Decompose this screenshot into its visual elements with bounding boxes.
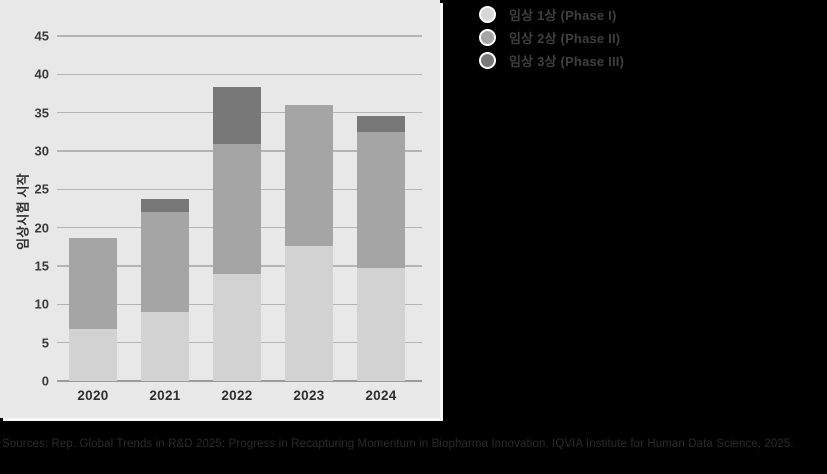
gridline: [57, 73, 422, 76]
bar-segment-2020-phase2: [69, 237, 117, 329]
x-tick-label-2024: 2024: [365, 388, 397, 403]
y-tick-label-45: 45: [34, 28, 49, 44]
y-tick-label-20: 20: [34, 220, 49, 236]
bar-segment-2022-phase3: [213, 86, 261, 145]
y-tick-label-40: 40: [34, 66, 49, 82]
y-tick-label-15: 15: [34, 258, 49, 274]
bar-segment-2024-phase1: [357, 268, 405, 381]
bar-segment-2024-phase2: [357, 131, 405, 269]
y-tick-label-5: 5: [41, 335, 49, 351]
legend-label-phase1: 임상 1상 (Phase I): [509, 7, 617, 23]
gridline: [57, 35, 422, 37]
x-tick-label-2022: 2022: [221, 388, 253, 403]
bar-segment-2022-phase2: [213, 144, 261, 275]
chart-panel: 임상시험 시작 0 5 10 15 20 25 30 35 40 45 2020 2021 2022 20…: [0, 0, 440, 418]
y-tick-label-10: 10: [34, 296, 49, 312]
bar-segment-2021-phase2: [141, 212, 189, 312]
bar-segment-2021-phase3: [141, 198, 189, 213]
y-tick-label-35: 35: [34, 105, 49, 121]
x-tick-label-2021: 2021: [149, 388, 181, 403]
source-text: Sources: Rep. Global Trends in R&D 2025:…: [2, 438, 794, 450]
legend-item-phase1: 임상 1상 (Phase I): [479, 5, 624, 23]
x-tick-label-2020: 2020: [77, 388, 109, 403]
phase2-swatch-icon: [479, 28, 496, 46]
x-tick-label-2023: 2023: [293, 388, 325, 403]
legend-label-phase2: 임상 2상 (Phase II): [509, 30, 621, 46]
bar-segment-2022-phase1: [213, 274, 261, 381]
bar-segment-2020-phase1: [69, 328, 117, 381]
legend-item-phase3: 임상 3상 (Phase III): [479, 51, 625, 69]
x-axis-line: [57, 380, 422, 383]
bar-segment-2023-phase1: [285, 246, 333, 381]
phase3-swatch-icon: [479, 51, 496, 69]
bar-segment-2021-phase1: [141, 312, 189, 381]
bar-segment-2024-phase3: [357, 115, 405, 132]
legend-item-phase2: 임상 2상 (Phase II): [479, 28, 624, 46]
plot-area: 0 5 10 15 20 25 30 35 40 45 2020 2021 2022 2023 2024: [0, 0, 440, 418]
y-tick-label-30: 30: [34, 143, 49, 159]
y-tick-label-0: 0: [41, 373, 49, 389]
bar-segment-2023-phase2: [285, 105, 333, 247]
phase1-swatch-icon: [479, 5, 496, 23]
legend-label-phase3: 임상 3상 (Phase III): [509, 53, 625, 69]
legend: 임상 1상 (Phase I) 임상 2상 (Phase II) 임상 3상 (…: [479, 5, 625, 69]
y-tick-label-25: 25: [34, 181, 49, 197]
